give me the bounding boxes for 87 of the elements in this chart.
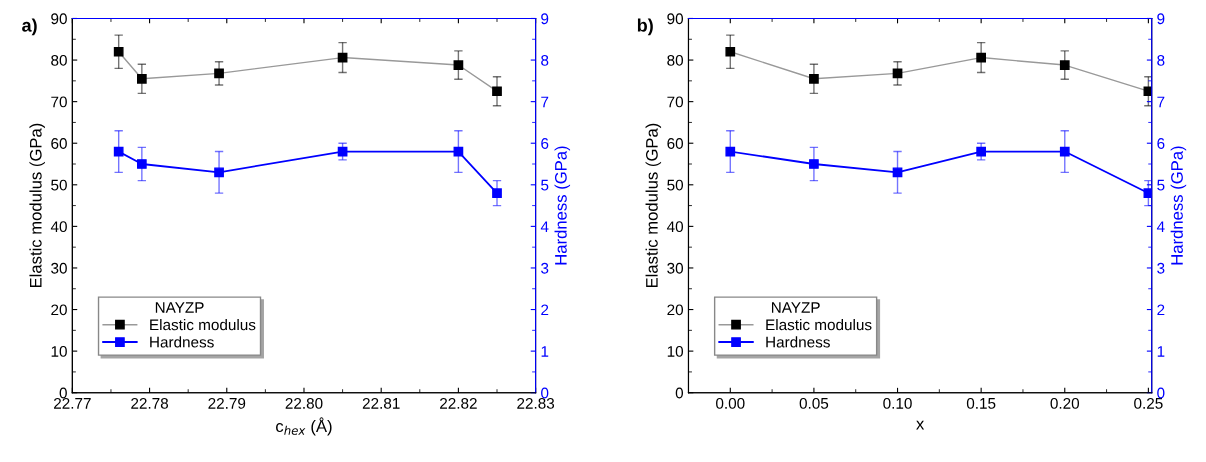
legend-label: Hardness [766, 336, 830, 348]
y-tick-label: 0 [675, 387, 684, 399]
legend-label: Elastic modulus [150, 319, 256, 331]
legend-label: Elastic modulus [766, 319, 872, 331]
point [976, 146, 987, 157]
point [113, 46, 124, 57]
y2-tick-label: 8 [1157, 54, 1165, 66]
y-tick-label: 70 [51, 96, 67, 108]
y-tick-label: 0 [59, 387, 67, 399]
x-tick-label: 0.00 [716, 397, 745, 409]
y-tick-label: 30 [51, 262, 67, 274]
x-tick-label: 22.80 [285, 397, 323, 409]
y-tick-label: 70 [667, 96, 684, 108]
point [976, 52, 987, 63]
x-axis-title: x [916, 420, 925, 430]
y2-tick-label: 3 [541, 262, 549, 274]
y2-tick-label: 1 [1157, 346, 1165, 357]
y-tick-label: 20 [51, 304, 67, 316]
y-tick-label: 10 [667, 345, 684, 357]
y2-axis-title: Hardness (GPa) [554, 146, 571, 265]
point [1059, 60, 1070, 70]
y-tick-label: 50 [51, 179, 67, 191]
y-tick-label: 40 [50, 221, 67, 233]
y-axis-title: Elastic modulus (GPa) [645, 123, 662, 288]
x-tick-label: 22.81 [362, 397, 400, 409]
point [136, 73, 147, 84]
point [892, 167, 903, 178]
x-tick-label: 0.05 [799, 397, 829, 409]
y2-tick-label: 6 [1157, 138, 1165, 149]
x-tick-label: 0.10 [883, 397, 912, 409]
point [809, 159, 819, 169]
x-tick-label: 22.78 [131, 397, 169, 409]
point [809, 73, 819, 84]
point [214, 68, 224, 79]
y-tick-label: 40 [666, 221, 684, 233]
y-tick-label: 90 [51, 13, 67, 25]
chart-title: a) [22, 18, 37, 36]
y-tick-label: 80 [667, 54, 684, 66]
y-tick-label: 60 [667, 138, 684, 149]
point [214, 167, 224, 178]
point [725, 146, 736, 157]
point [113, 146, 124, 157]
y-tick-label: 90 [667, 13, 684, 25]
x-axis-title: c$_{hex}$ (Å) [276, 417, 332, 436]
y-axis-title: Elastic modulus (GPa) [29, 123, 45, 288]
y2-tick-label: 2 [541, 304, 549, 316]
y-tick-label: 80 [51, 54, 67, 66]
x-tick-label: 22.83 [517, 397, 555, 409]
legend-title: NAYZP [771, 302, 820, 313]
y-tick-label: 30 [667, 262, 684, 274]
legend-label: Hardness [150, 336, 214, 348]
point [492, 86, 502, 97]
y2-tick-label: 5 [1157, 179, 1165, 191]
y2-tick-label: 3 [1157, 262, 1165, 274]
y-tick-label: 10 [51, 345, 67, 357]
y-tick-label: 60 [51, 138, 67, 149]
x-tick-label: 0.25 [1134, 397, 1163, 409]
y2-tick-label: 5 [541, 179, 549, 191]
x-tick-label: 22.79 [208, 397, 246, 409]
y2-tick-label: 4 [540, 221, 549, 232]
point [725, 46, 736, 57]
y-tick-label: 50 [667, 179, 684, 191]
y2-tick-label: 7 [1157, 96, 1165, 108]
point [1143, 86, 1152, 97]
x-tick-label: 22.82 [440, 397, 477, 409]
x-tick-label: 22.77 [54, 397, 91, 409]
point [1059, 146, 1070, 157]
x-tick-label: 0.20 [1050, 397, 1080, 409]
legend-title: NAYZP [155, 302, 204, 313]
point [136, 159, 147, 169]
y2-tick-label: 9 [1157, 13, 1165, 25]
y2-tick-label: 0 [541, 387, 549, 399]
y2-tick-label: 1 [541, 346, 549, 357]
x-tick-label: 0.15 [966, 397, 996, 409]
point [453, 60, 464, 70]
point [492, 188, 502, 198]
y2-tick-label: 9 [541, 13, 549, 25]
y2-tick-label: 6 [541, 138, 549, 149]
y-tick-label: 20 [667, 304, 684, 316]
y2-tick-label: 2 [1157, 304, 1165, 316]
chart-title: b) [637, 18, 653, 36]
y2-tick-label: 4 [1156, 221, 1165, 232]
y2-tick-label: 8 [541, 54, 549, 66]
point [1143, 188, 1152, 198]
y2-axis-title: Hardness (GPa) [1170, 146, 1187, 265]
y2-tick-label: 7 [541, 96, 549, 108]
y2-tick-label: 0 [1157, 387, 1165, 399]
